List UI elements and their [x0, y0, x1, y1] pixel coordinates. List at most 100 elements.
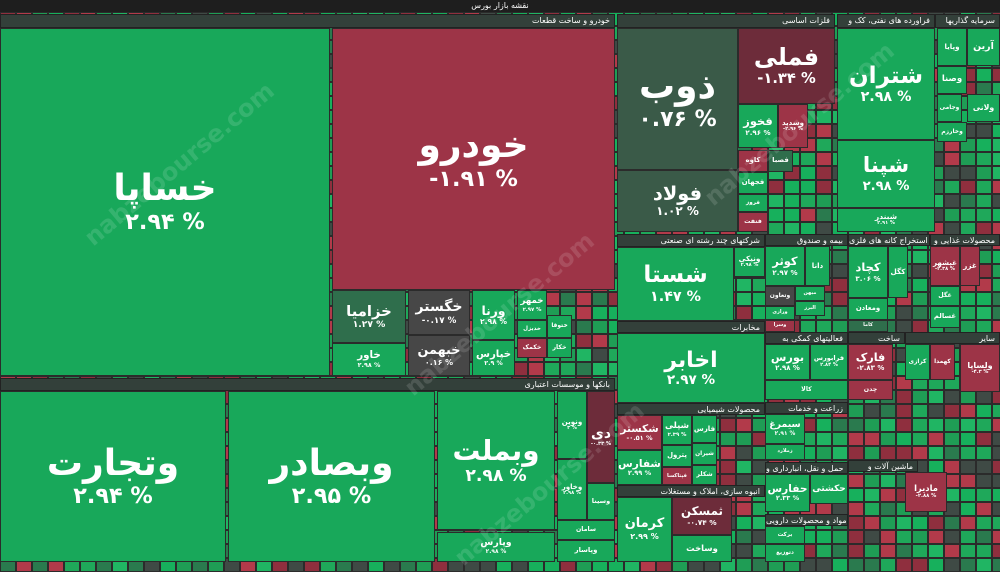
cell — [784, 180, 800, 194]
cell — [944, 544, 960, 558]
cell — [976, 446, 992, 460]
cell — [736, 306, 752, 320]
cell — [576, 334, 592, 348]
tile-change: ۱.۴۷ % — [649, 289, 702, 306]
tile-change: -۲.۹۶ % — [783, 126, 803, 133]
tile-name: البرز — [804, 304, 816, 311]
cell — [880, 432, 896, 446]
cell — [816, 544, 832, 558]
tile-change: ۳.۰۶ % — [855, 273, 881, 283]
tile: برکت — [765, 526, 805, 544]
cell — [848, 432, 864, 446]
cell — [848, 516, 864, 530]
tile-name: شیران — [695, 450, 714, 457]
tile-change: -۲.۸۸ % — [915, 492, 937, 499]
cell — [976, 502, 992, 516]
tile-change: ۲.۹۵ % — [291, 483, 372, 510]
cell — [976, 166, 992, 180]
cell — [944, 418, 960, 432]
tile-change: ۲.۹۷ % — [522, 306, 542, 313]
tile: دی -۰.۳۳ % — [587, 391, 615, 483]
tile: وتعاون — [765, 286, 795, 306]
cell — [960, 474, 976, 488]
tile-name: کهمدا — [934, 358, 951, 365]
cell — [912, 432, 928, 446]
cell — [912, 306, 928, 320]
tile-name: میهن — [803, 289, 817, 296]
cell — [880, 530, 896, 544]
tile: وتجارت ۲.۹۴ % — [0, 391, 226, 562]
tile-change: -۰.۷۴ % — [687, 517, 717, 527]
tile-name: وتعاون — [769, 291, 791, 299]
cell — [912, 418, 928, 432]
cell — [832, 264, 848, 278]
tile-name: زملارد — [777, 448, 793, 455]
cell — [992, 488, 1000, 502]
tile-name: فملی — [753, 42, 820, 71]
cell — [592, 334, 608, 348]
cell — [800, 194, 816, 208]
cell — [976, 68, 992, 82]
cell — [928, 530, 944, 544]
cell — [896, 530, 912, 544]
cell — [736, 460, 752, 474]
cell — [992, 194, 1000, 208]
cell — [960, 292, 976, 306]
cell — [736, 544, 752, 558]
cell — [848, 558, 864, 572]
tile: وجامی — [937, 94, 962, 122]
sector-header: شرکتهای چند رشته ای صنعتی — [617, 234, 765, 247]
cell — [928, 390, 944, 404]
tile: کچاد ۳.۰۶ % — [848, 246, 888, 298]
tile: فصبا — [768, 150, 793, 172]
cell — [896, 558, 912, 572]
cell — [832, 530, 848, 544]
cell — [848, 502, 864, 516]
cell — [816, 138, 832, 152]
tile-change: ۲.۹۸ % — [860, 89, 912, 106]
cell — [736, 418, 752, 432]
cell — [816, 558, 832, 572]
cell — [848, 530, 864, 544]
cell — [960, 488, 976, 502]
cell — [736, 558, 752, 572]
tile-name: شپنا — [862, 153, 910, 179]
tile: فارس — [692, 415, 717, 443]
tile: شبندر ۲.۹۱ % — [837, 208, 935, 232]
tile: وخارزم — [937, 122, 967, 142]
cell — [976, 530, 992, 544]
cell — [944, 390, 960, 404]
tile-name: آرین — [973, 40, 994, 52]
tile-name: برکت — [777, 531, 793, 538]
cell — [992, 124, 1000, 138]
cell — [928, 404, 944, 418]
sector-header: بیمه و صندوق — [765, 234, 848, 246]
tile: وساخت — [672, 535, 732, 562]
tile-name: کگل — [890, 266, 906, 276]
tile-name: وساخت — [686, 542, 718, 553]
sector-header: انبوه سازی، املاک و مستغلات — [617, 485, 765, 497]
tile: فجهان — [738, 172, 768, 194]
cell — [816, 110, 832, 124]
tile: بورس ۲.۹۸ % — [765, 344, 810, 380]
sector-header: زراعت و خدمات — [765, 402, 848, 414]
cell — [736, 516, 752, 530]
cell — [864, 530, 880, 544]
cell — [944, 446, 960, 460]
sector-header: فراورده های نفتی، کک و — [837, 14, 935, 28]
tile-change: ۲.۹۸ % — [465, 465, 527, 486]
tile-name: شستا — [643, 262, 708, 289]
tile-change: ۲.۹ % — [484, 360, 503, 368]
cell — [944, 404, 960, 418]
cell — [896, 544, 912, 558]
sector-header: خودرو و ساخت قطعات — [0, 14, 615, 28]
cell — [736, 292, 752, 306]
cell — [960, 516, 976, 530]
tile-name: وپارس — [480, 537, 512, 549]
cell — [896, 418, 912, 432]
cell — [736, 502, 752, 516]
cell — [992, 180, 1000, 194]
cell — [832, 432, 848, 446]
tile: فخوز ۲.۹۶ % — [738, 104, 778, 148]
